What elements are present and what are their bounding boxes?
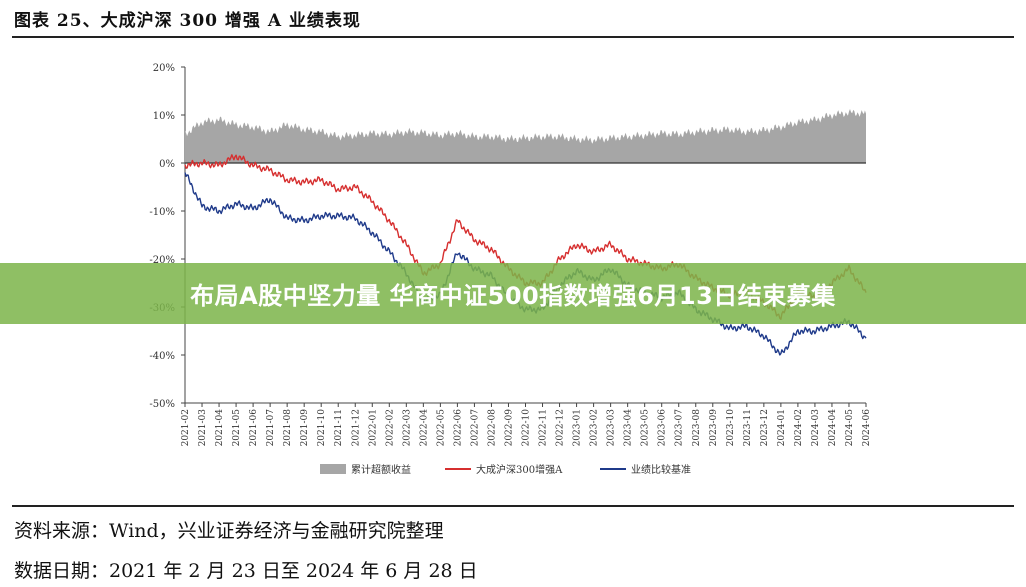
y-tick-label: 0%	[159, 159, 175, 170]
x-tick-label: 2022-08	[487, 409, 497, 447]
y-axis: 20%10%0%-10%-20%-30%-40%-50%	[149, 63, 186, 410]
x-tick-label: 2022-11	[539, 409, 549, 446]
x-tick-label: 2021-06	[249, 409, 259, 447]
x-tick-label: 2023-02	[590, 409, 600, 446]
x-tick-label: 2024-04	[828, 409, 838, 447]
x-tick-label: 2024-03	[811, 409, 821, 447]
y-tick-label: 10%	[153, 111, 175, 122]
x-tick-label: 2021-05	[232, 409, 242, 447]
legend-benchmark-label: 业绩比较基准	[631, 463, 691, 476]
legend: 累计超额收益 大成沪深300增强A 业绩比较基准	[320, 463, 691, 476]
x-tick-label: 2023-09	[709, 409, 719, 447]
x-tick-label: 2021-10	[317, 409, 327, 447]
x-tick-label: 2022-02	[385, 409, 395, 446]
x-tick-label: 2021-11	[334, 409, 344, 446]
banner-headline[interactable]: 布局A股中坚力量 华商中证500指数增强6月13日结束募集	[190, 282, 836, 310]
excess-return-area	[185, 109, 866, 164]
x-tick-label: 2023-12	[760, 409, 770, 446]
x-tick-label: 2021-03	[198, 409, 208, 447]
legend-excess-swatch	[320, 464, 346, 474]
performance-chart: 20%10%0%-10%-20%-30%-40%-50% 2021-022021…	[149, 63, 872, 476]
y-tick-label: -50%	[149, 399, 175, 410]
x-tick-label: 2022-01	[368, 409, 378, 446]
x-tick-label: 2022-10	[522, 409, 532, 447]
x-tick-label: 2021-02	[181, 409, 191, 446]
top-rule	[12, 36, 1014, 38]
date-range-note: 数据日期：2021 年 2 月 23 日至 2024 年 6 月 28 日	[14, 560, 478, 582]
x-tick-label: 2023-11	[743, 409, 753, 446]
x-tick-label: 2022-12	[556, 409, 566, 446]
series-lines	[184, 154, 867, 356]
y-tick-label: -40%	[149, 351, 175, 362]
x-tick-label: 2022-03	[402, 409, 412, 447]
x-tick-label: 2023-05	[641, 409, 651, 447]
x-tick-label: 2022-06	[453, 409, 463, 447]
legend-excess-label: 累计超额收益	[351, 463, 411, 476]
x-tick-label: 2023-10	[726, 409, 736, 447]
x-tick-label: 2021-07	[266, 409, 276, 447]
x-tick-label: 2024-05	[845, 409, 855, 447]
promo-banner[interactable]: 布局A股中坚力量 华商中证500指数增强6月13日结束募集	[0, 263, 1026, 324]
x-tick-label: 2022-07	[470, 409, 480, 447]
source-note: 资料来源：Wind，兴业证券经济与金融研究院整理	[14, 520, 444, 542]
y-tick-label: 20%	[153, 63, 175, 74]
x-tick-label: 2022-04	[419, 409, 429, 447]
x-axis: 2021-02 2021-03 2021-04 2021-05 2021-06 2021-…	[181, 402, 872, 447]
x-tick-label: 2024-02	[794, 409, 804, 446]
x-tick-label: 2023-03	[607, 409, 617, 447]
x-tick-label: 2024-06	[862, 409, 872, 447]
x-tick-label: 2023-06	[658, 409, 668, 447]
legend-fund-label: 大成沪深300增强A	[476, 463, 563, 476]
y-tick-label: -10%	[149, 207, 175, 218]
x-tick-label: 2022-09	[504, 409, 514, 447]
x-tick-label: 2023-01	[573, 409, 583, 446]
figure-title: 图表 25、大成沪深 300 增强 A 业绩表现	[14, 11, 361, 31]
excess-return-area-path	[185, 109, 866, 163]
x-tick-label: 2023-08	[692, 409, 702, 447]
x-tick-label: 2024-01	[777, 409, 787, 446]
x-tick-label: 2023-07	[675, 409, 685, 447]
x-tick-label: 2021-12	[351, 409, 361, 446]
x-tick-label: 2022-05	[436, 409, 446, 447]
bottom-rule	[12, 505, 1014, 507]
y-tick-label: -20%	[149, 255, 175, 266]
x-tick-label: 2021-09	[300, 409, 310, 447]
x-tick-label: 2021-04	[215, 409, 225, 447]
x-tick-label: 2023-04	[624, 409, 634, 447]
x-tick-label: 2021-08	[283, 409, 293, 447]
